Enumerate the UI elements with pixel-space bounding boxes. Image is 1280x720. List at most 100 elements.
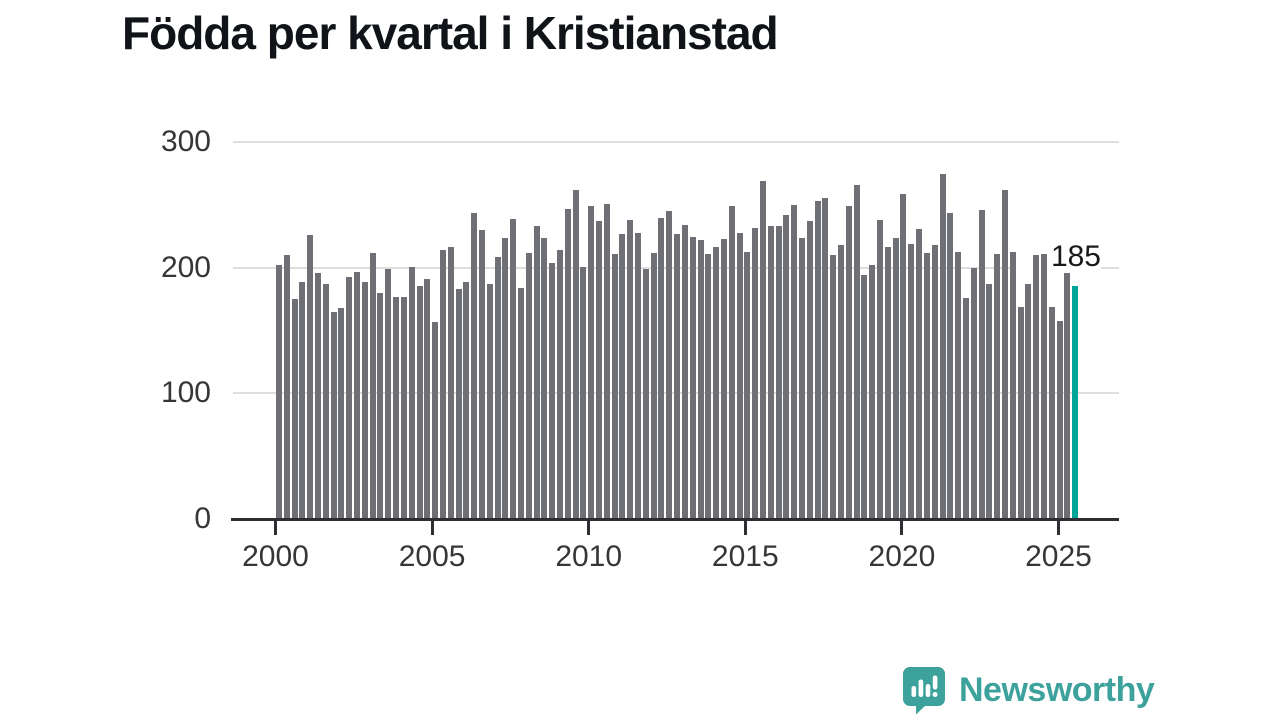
bar [814, 201, 821, 518]
bar [517, 288, 524, 518]
bar [276, 265, 282, 518]
bar [994, 254, 1001, 518]
bar [900, 193, 907, 518]
x-axis-label-2010: 2010 [555, 540, 623, 573]
bar [923, 252, 930, 518]
bar [424, 279, 431, 518]
bar [346, 276, 353, 518]
chart-title: Födda per kvartal i Kristianstad [122, 7, 779, 59]
bar [354, 271, 361, 518]
bar [877, 220, 884, 518]
x-axis-line [231, 518, 1119, 521]
bar [502, 237, 509, 518]
bar [385, 269, 392, 518]
bar [1025, 284, 1032, 518]
bar [1040, 254, 1047, 518]
newsworthy-logo: Newsworthy [902, 666, 1155, 714]
bar [400, 296, 407, 518]
bar [572, 190, 579, 518]
bar [455, 289, 462, 518]
bar [752, 227, 759, 518]
bar [681, 225, 688, 518]
bar [1017, 306, 1024, 518]
bar [1064, 272, 1071, 518]
bar [299, 281, 306, 518]
bar [939, 173, 946, 518]
highlight-value-label: 185 [1015, 242, 1101, 272]
bar [830, 255, 837, 518]
bar [611, 254, 618, 518]
bar [447, 246, 454, 518]
bar [705, 254, 712, 518]
bar [799, 237, 805, 518]
bar [432, 321, 439, 518]
bar [361, 281, 368, 518]
bar [510, 218, 517, 518]
bar [564, 208, 571, 518]
bar [291, 299, 298, 518]
bar [908, 244, 915, 518]
bar [439, 250, 446, 518]
bar [307, 235, 314, 518]
bar [1001, 190, 1008, 518]
bar [463, 281, 470, 518]
bar [642, 269, 649, 518]
x-axis-label-2020: 2020 [868, 540, 936, 573]
bar [525, 252, 532, 518]
bar [1056, 320, 1063, 518]
bar [783, 215, 790, 518]
bar [869, 265, 876, 518]
bar [330, 311, 337, 518]
y-axis-label-100: 100 [160, 376, 211, 410]
bar [315, 272, 322, 518]
x-axis-tick-2020 [900, 520, 904, 535]
y-axis-label-200: 200 [160, 250, 211, 284]
bar [1048, 306, 1055, 518]
bar [486, 284, 493, 518]
bar [955, 251, 962, 518]
bar [603, 203, 610, 518]
bar [689, 236, 696, 518]
newsworthy-wordmark: Newsworthy [959, 670, 1155, 709]
bar [720, 239, 727, 518]
x-axis-label-2005: 2005 [398, 540, 466, 573]
bar [791, 205, 798, 518]
bar [713, 246, 720, 518]
bar [767, 226, 774, 518]
bar [728, 206, 735, 518]
bar [408, 266, 415, 518]
bar [1033, 255, 1040, 518]
x-axis-tick-2005 [430, 520, 434, 535]
bar [884, 246, 891, 518]
bar [471, 212, 478, 518]
bar [674, 234, 681, 518]
bar [478, 230, 485, 518]
bar [393, 296, 400, 518]
bar [580, 266, 587, 518]
bar [986, 284, 993, 518]
bar [1009, 251, 1016, 518]
bar [416, 285, 423, 518]
bar [557, 250, 564, 518]
bar [822, 197, 829, 518]
plot-area: 185 0 100 200 300 2000 2005 2010 2015 2020 2025 [161, 125, 1119, 573]
bar [845, 206, 852, 518]
bar [338, 308, 345, 518]
bar [541, 237, 548, 518]
bar [978, 210, 985, 518]
bar [369, 252, 376, 518]
bar [283, 255, 290, 518]
y-axis-label-0: 0 [194, 502, 211, 535]
bar [697, 240, 704, 518]
x-axis-tick-2010 [587, 520, 591, 535]
bar [377, 293, 384, 518]
x-axis-label-2000: 2000 [242, 540, 309, 573]
bar [759, 181, 766, 518]
bar [806, 221, 813, 518]
highlighted-bar [1072, 285, 1079, 518]
x-axis-tick-2025 [1057, 520, 1060, 535]
x-axis-tick-2000 [274, 520, 277, 535]
bar [970, 267, 977, 518]
bar [494, 256, 501, 518]
bar [947, 212, 954, 518]
